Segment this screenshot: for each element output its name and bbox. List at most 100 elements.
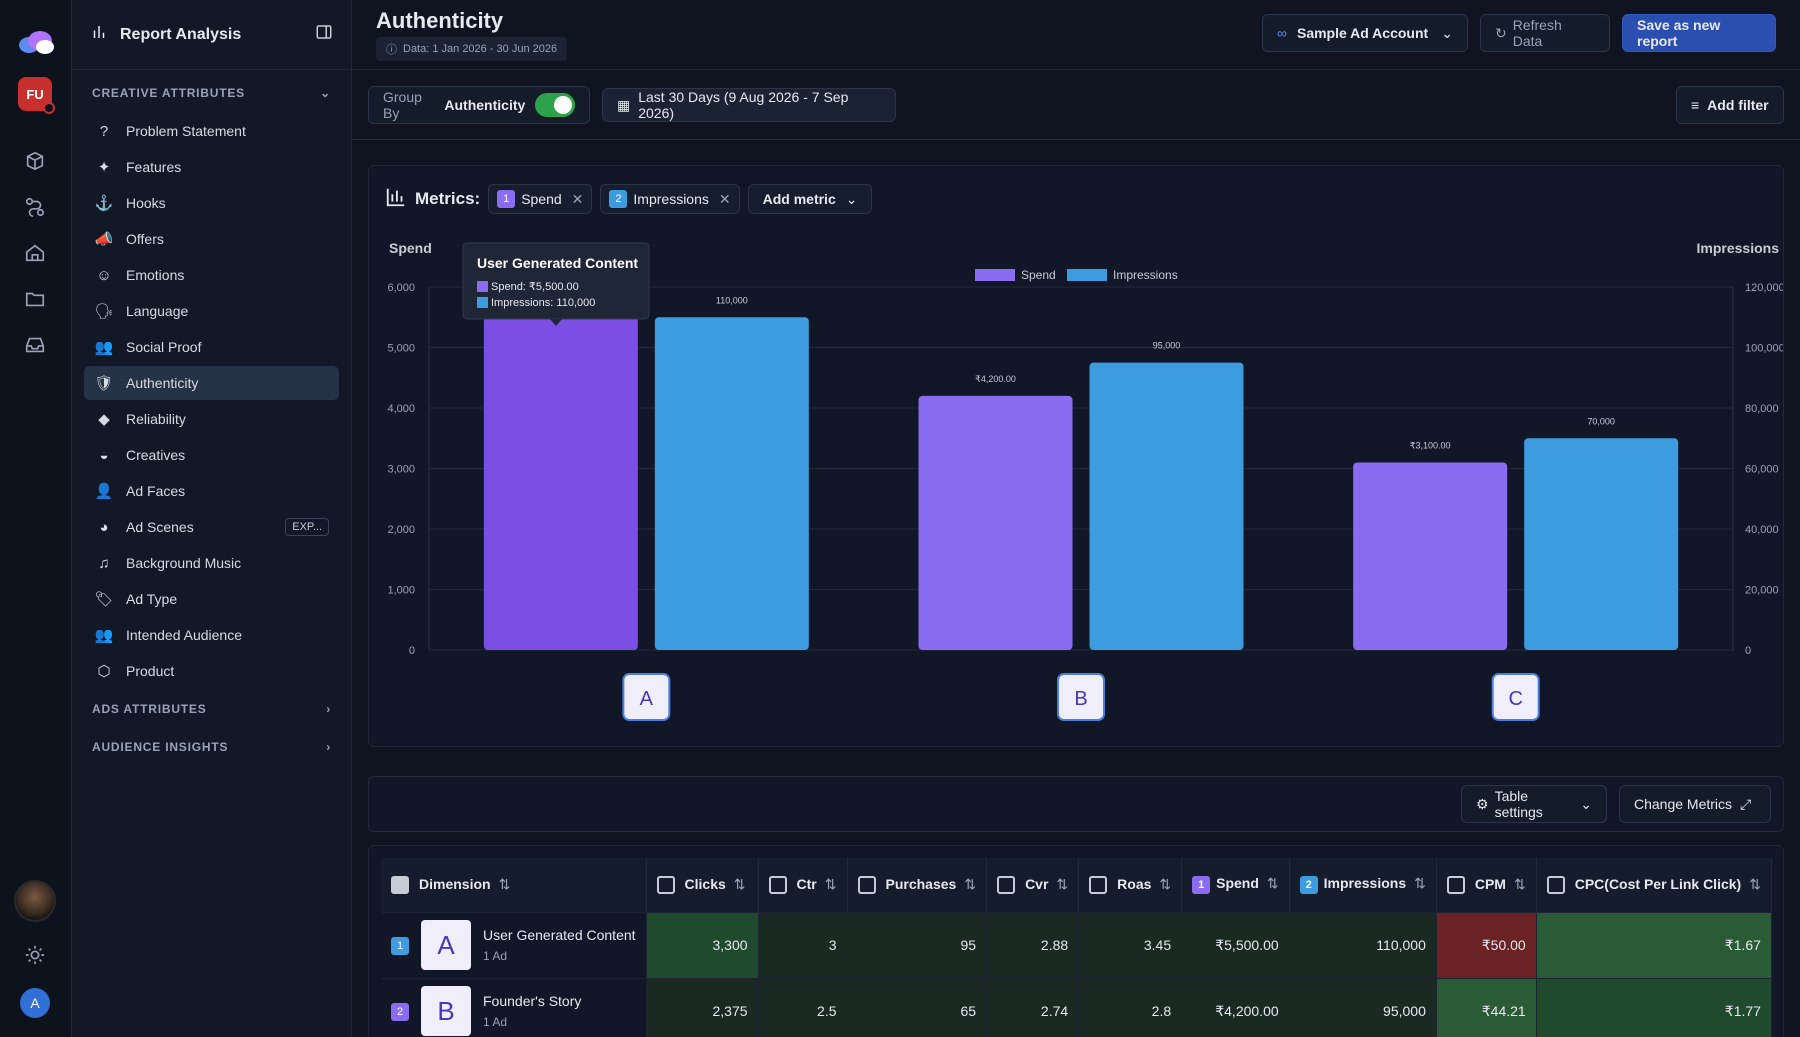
sidebar-item-features[interactable]: ✦ Features (84, 150, 339, 184)
sidebar-item-problem-statement[interactable]: ? Problem Statement (84, 114, 339, 148)
workspace-avatar[interactable]: FU (18, 77, 55, 114)
sidebar-item-social-proof[interactable]: 👥 Social Proof (84, 330, 339, 364)
column-checkbox[interactable] (857, 875, 876, 894)
sort-icon[interactable]: ⇅ (1056, 875, 1069, 892)
sidebar-item-creatives[interactable]: ◒ Creatives (84, 438, 339, 472)
date-range-picker[interactable]: ▦ Last 30 Days (9 Aug 2026 - 7 Sep 2026) (602, 88, 896, 122)
sidebar-item-icon: 👥 (94, 627, 114, 644)
ad-account-select[interactable]: ∞ Sample Ad Account ⌄ (1262, 14, 1468, 52)
table-cell: 65 (847, 977, 988, 1037)
close-icon[interactable]: ✕ (718, 190, 731, 207)
column-header[interactable]: Clicks ⇅ (646, 858, 759, 912)
close-icon[interactable]: ✕ (571, 190, 584, 207)
account-initial: A (30, 995, 40, 1011)
column-header[interactable]: 2 Impressions ⇅ (1289, 858, 1437, 912)
sidebar-item-ad-faces[interactable]: 👤 Ad Faces (84, 474, 339, 508)
sidebar-item-icon: ⚓ (94, 195, 114, 212)
sidebar-item-hooks[interactable]: ⚓ Hooks (84, 186, 339, 220)
add-metric-button[interactable]: Add metric ⌄ (747, 184, 873, 214)
sidebar-item-label: Language (126, 303, 189, 319)
column-header[interactable]: CPM ⇅ (1436, 858, 1537, 912)
sort-icon[interactable]: ⇅ (1749, 875, 1761, 892)
y-tick-label-left: 1,000 (387, 585, 415, 597)
chevron-down-icon: ⌄ (1580, 795, 1592, 812)
column-header[interactable]: CPC(Cost Per Link Click) ⇅ (1536, 858, 1772, 912)
column-checkbox[interactable] (1089, 875, 1108, 894)
account-avatar[interactable]: A (20, 988, 50, 1018)
creative-thumbnail[interactable]: A (421, 920, 471, 970)
select-all-checkbox[interactable] (391, 875, 409, 894)
sidebar-item-background-music[interactable]: ♫ Background Music (84, 546, 339, 580)
column-checkbox[interactable] (1546, 875, 1565, 894)
home-icon[interactable] (24, 242, 46, 264)
table-row[interactable]: 1 A User Generated Content 1 Ad 3,300 3 95 2.88… (381, 911, 1772, 978)
inbox-icon[interactable] (24, 334, 46, 356)
sidebar-item-intended-audience[interactable]: 👥 Intended Audience (84, 618, 339, 652)
filter-toolbar: Group By Authenticity ▦ Last 30 Days (9 … (352, 70, 1800, 140)
section-ads-attributes[interactable]: ADS ATTRIBUTES › (72, 690, 351, 728)
collapse-sidebar-icon[interactable] (315, 23, 333, 46)
sidebar-item-label: Problem Statement (126, 123, 246, 139)
table-cell: 95 (847, 911, 988, 978)
app-logo[interactable] (16, 28, 56, 58)
sort-icon[interactable]: ⇅ (1266, 875, 1279, 892)
bar-spend-A (483, 317, 638, 650)
column-header[interactable]: Dimension ⇅ (381, 858, 647, 912)
add-filter-button[interactable]: ≡ Add filter (1676, 86, 1784, 124)
category-label: B (1074, 688, 1087, 710)
sort-icon[interactable]: ⇅ (733, 875, 746, 892)
bar-data-label: 110,000 (716, 295, 748, 305)
sidebar-item-authenticity[interactable]: 🛡 Authenticity (84, 366, 339, 400)
table-row[interactable]: 2 B Founder's Story 1 Ad 2,375 2.5 65 2.74 2.8 ₹4… (381, 977, 1772, 1037)
sort-icon[interactable]: ⇅ (824, 875, 837, 892)
y-tick-label-right: 60,000 (1745, 464, 1779, 476)
sidebar-item-ad-type[interactable]: 🏷 Ad Type (84, 582, 339, 616)
table-settings-button[interactable]: ⚙ Table settings ⌄ (1461, 785, 1607, 823)
y-tick-label-right: 100,000 (1745, 343, 1783, 355)
column-checkbox[interactable] (1446, 875, 1465, 894)
sidebar-item-label: Ad Type (126, 591, 178, 607)
save-report-button[interactable]: Save as new report (1622, 14, 1776, 52)
user-photo-avatar[interactable] (14, 880, 56, 922)
tooltip-swatch (477, 297, 488, 308)
sort-icon[interactable]: ⇅ (964, 875, 977, 892)
bar-chart-icon (90, 23, 108, 46)
folder-icon[interactable] (24, 288, 46, 310)
bar-data-label: ₹4,200.00 (975, 374, 1016, 384)
column-checkbox[interactable] (768, 875, 787, 894)
section-audience-insights[interactable]: AUDIENCE INSIGHTS › (72, 728, 351, 766)
filter-icon: ≡ (1691, 97, 1700, 113)
route-icon[interactable] (24, 196, 46, 218)
section-creative-attributes[interactable]: CREATIVE ATTRIBUTES ⌄ (72, 74, 351, 112)
sidebar-item-ad-scenes[interactable]: ◕ Ad Scenes EXP... (84, 510, 339, 544)
box-icon[interactable] (24, 150, 46, 172)
sidebar-item-label: Features (126, 159, 182, 175)
group-by-toggle[interactable] (535, 93, 575, 117)
column-header[interactable]: Purchases ⇅ (847, 858, 988, 912)
column-header[interactable]: 1 Spend ⇅ (1181, 858, 1290, 912)
column-header[interactable]: Cvr ⇅ (986, 858, 1080, 912)
change-metrics-button[interactable]: Change Metrics ⤢ (1619, 785, 1771, 823)
sidebar-item-reliability[interactable]: ◆ Reliability (84, 402, 339, 436)
creative-thumbnail[interactable]: B (421, 986, 471, 1037)
metric-chip-impressions[interactable]: 2 Impressions ✕ (600, 184, 740, 214)
sidebar-item-language[interactable]: 🗣 Language (84, 294, 339, 328)
column-checkbox[interactable] (997, 875, 1016, 894)
sort-icon[interactable]: ⇅ (498, 875, 511, 892)
sidebar-item-offers[interactable]: 📣 Offers (84, 222, 339, 256)
sort-icon[interactable]: ⇅ (1513, 875, 1526, 892)
metric-chip-spend[interactable]: 1 Spend ✕ (488, 184, 593, 214)
column-header[interactable]: Roas ⇅ (1078, 858, 1183, 912)
sort-icon[interactable]: ⇅ (1414, 875, 1426, 892)
refresh-data-button[interactable]: ↻ Refresh Data (1480, 14, 1610, 52)
column-checkbox[interactable] (656, 875, 675, 894)
column-header[interactable]: Ctr ⇅ (758, 858, 848, 912)
sidebar-item-emotions[interactable]: ☺ Emotions (84, 258, 339, 292)
column-label: Impressions (1323, 875, 1407, 892)
metrics-label: Metrics: (415, 189, 481, 208)
sidebar-item-label: Ad Faces (126, 483, 186, 499)
sidebar-item-product[interactable]: ⬡ Product (84, 654, 339, 688)
sun-icon[interactable] (24, 944, 46, 966)
column-label: Purchases (885, 875, 957, 892)
sort-icon[interactable]: ⇅ (1159, 875, 1172, 892)
